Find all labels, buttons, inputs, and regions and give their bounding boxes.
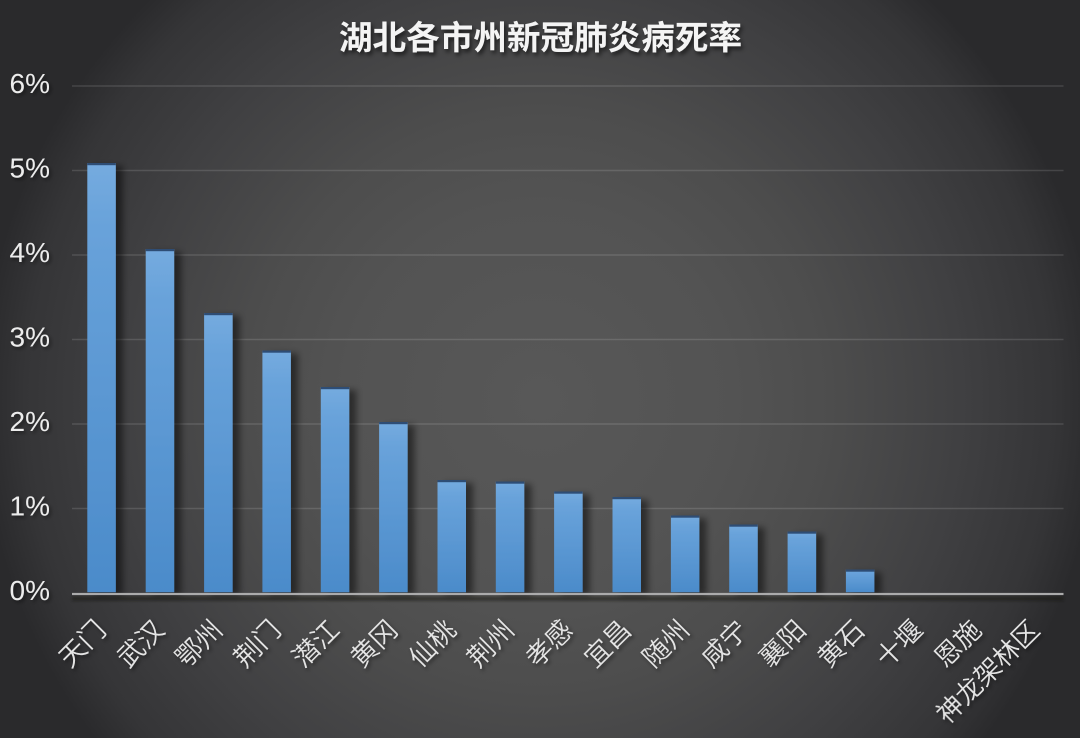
svg-text:4%: 4% [10, 237, 50, 268]
svg-text:2%: 2% [10, 406, 50, 437]
svg-text:0%: 0% [10, 575, 50, 606]
svg-text:1%: 1% [10, 491, 50, 522]
svg-text:5%: 5% [10, 153, 50, 184]
svg-text:3%: 3% [10, 322, 50, 353]
svg-text:6%: 6% [10, 68, 50, 99]
